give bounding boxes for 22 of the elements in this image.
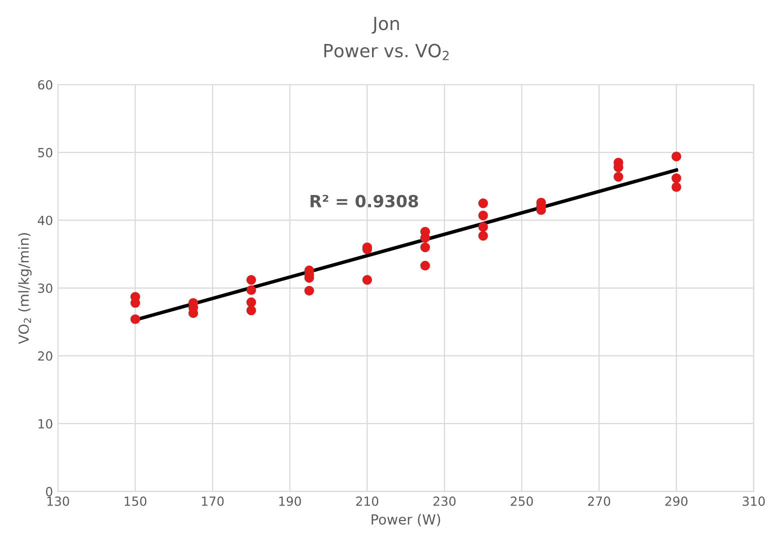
x-tick-label: 210 [356,496,378,506]
x-tick-label: 150 [124,496,146,506]
chart-title: Jon [372,16,399,34]
x-tick-label: 310 [742,496,765,506]
x-tick-label: 270 [588,496,610,506]
chart-subtitle: Power vs. VO$_{2}$ [324,44,449,60]
x-axis-title: Power (W) [372,514,440,526]
y-tick-label: 20 [38,351,52,361]
y-tick-label: 0 [46,486,52,496]
x-tick-label: 190 [279,496,301,506]
x-tick-label: 170 [202,496,224,506]
y-tick-label: 10 [38,419,52,429]
y-axis-title: VO$_{2}$ (ml/kg/min) [18,233,32,344]
x-tick-label: 250 [510,496,533,506]
x-tick-label: 290 [665,496,688,506]
x-tick-label: 130 [47,496,70,506]
x-tick-label: 230 [433,496,456,506]
y-tick-label: 40 [38,216,52,226]
y-tick-label: 30 [38,283,52,293]
y-tick-label: 50 [38,148,52,158]
annotation: R² = 0.9308 [310,194,418,208]
y-tick-label: 60 [38,80,52,90]
